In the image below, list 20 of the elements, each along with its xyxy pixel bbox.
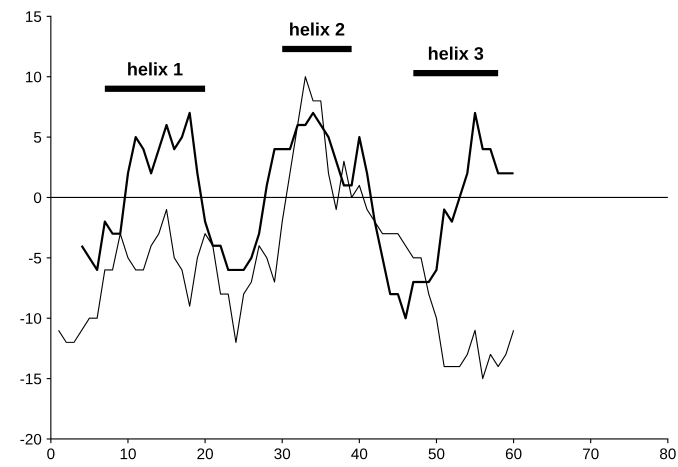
series-label: helix 2 bbox=[290, 22, 344, 36]
x-tick-label: 10 bbox=[120, 448, 136, 460]
x-tick-label: 50 bbox=[428, 448, 444, 460]
series-label: helix 3 bbox=[428, 46, 484, 60]
x-tick-label: 0 bbox=[47, 448, 54, 460]
x-tick-label: 60 bbox=[506, 448, 522, 460]
y-tick-label: 0 bbox=[34, 192, 42, 204]
x-tick-label: 40 bbox=[351, 448, 368, 460]
y-tick-label: -20 bbox=[20, 434, 42, 445]
x-tick-label: 20 bbox=[197, 448, 213, 460]
y-tick-label: -5 bbox=[28, 252, 42, 264]
series-label: helix 1 bbox=[128, 62, 183, 76]
x-tick-label: 70 bbox=[582, 448, 599, 460]
y-tick-label: -15 bbox=[20, 374, 42, 384]
x-tick-label: 30 bbox=[274, 448, 290, 460]
y-tick-label: 10 bbox=[26, 72, 42, 82]
y-tick-label: 5 bbox=[34, 132, 42, 143]
y-tick-label: -10 bbox=[20, 313, 42, 324]
x-tick-label: 80 bbox=[660, 448, 676, 460]
y-tick-label: 15 bbox=[26, 11, 42, 22]
